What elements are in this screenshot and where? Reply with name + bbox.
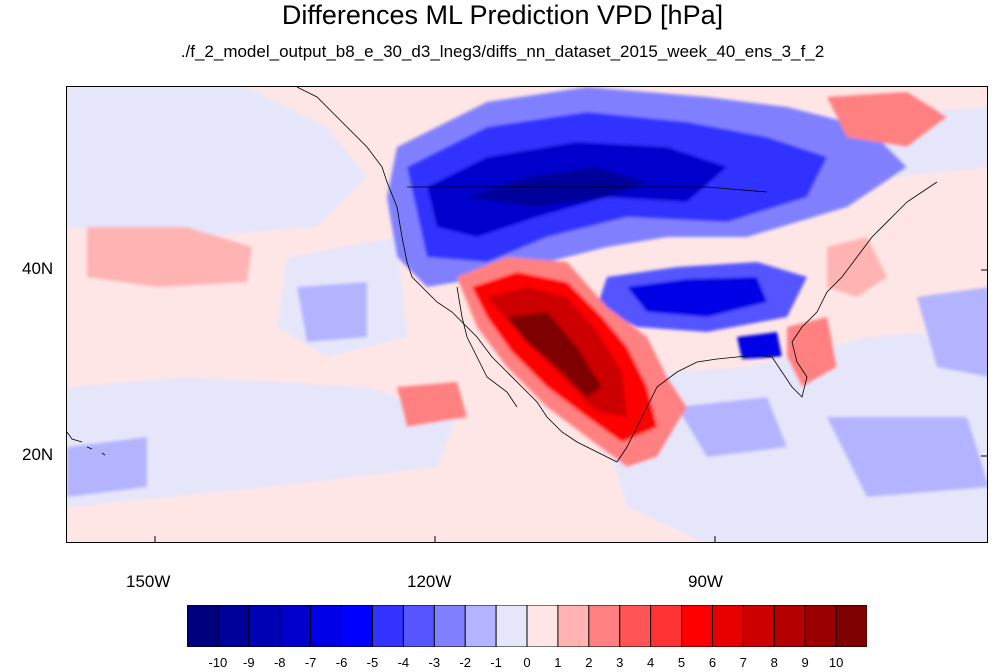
coastlines [67, 87, 938, 463]
colorbar-tick-label: 2 [585, 655, 593, 670]
field-patch-blue-pacific [297, 282, 367, 342]
field-patch-red-canada [827, 92, 947, 147]
colorbar-tick-label: -4 [397, 655, 410, 670]
colorbar-tick-label: -9 [243, 655, 255, 670]
colorbar-swatch [433, 605, 466, 647]
colorbar-tick-label: 5 [677, 655, 686, 670]
colorbar-swatch [773, 605, 806, 647]
field-patch-blue-hawaii [67, 437, 147, 497]
field-patch-light-blue-nw [67, 87, 367, 237]
field-patch-red-pacific [87, 227, 252, 287]
colorbar-swatch [711, 605, 745, 647]
field-patch-dark-blue-central [627, 277, 767, 317]
lon-tick-label: 90W [688, 572, 723, 591]
map-plot-area [66, 86, 988, 543]
colorbar-swatch [371, 605, 405, 647]
colorbar-swatch [279, 605, 312, 647]
colorbar-swatch [557, 605, 590, 647]
lon-tick-label: 120W [407, 572, 452, 591]
colorbar-tick-label: -1 [490, 655, 502, 670]
colorbar-swatch [650, 605, 683, 647]
colorbar-tick-label: -10 [208, 655, 228, 670]
colorbar-tick-label: 8 [770, 655, 778, 670]
colorbar-tick-label: -5 [366, 655, 379, 670]
colorbar-swatch [310, 605, 343, 647]
colorbar-tick-label: 10 [828, 655, 844, 670]
colorbar-tick-label: 3 [616, 655, 624, 670]
colorbar-tick-label: 4 [647, 655, 655, 670]
colorbar-swatch [804, 605, 837, 647]
field-patch-red-baja [397, 382, 467, 427]
colorbar-tick-label: -2 [459, 655, 471, 670]
colorbar [187, 605, 867, 647]
colorbar-swatch [742, 605, 775, 647]
colorbar-swatch [681, 605, 714, 647]
field-patch-blue-caribbean [827, 417, 987, 497]
colorbar-swatch [341, 605, 374, 647]
map-title: Differences ML Prediction VPD [hPa] [281, 0, 724, 30]
colorbar-swatch [402, 605, 435, 647]
colorbar-tick-label: 7 [739, 655, 747, 670]
colorbar-swatch [495, 605, 528, 647]
colorbar-swatch [248, 605, 281, 647]
field-patch-blue-atlantic [917, 287, 987, 377]
colorbar-swatch [835, 605, 867, 647]
field-patch-red-east-coast [827, 237, 887, 297]
colorbar-swatch [464, 605, 497, 647]
map-field-svg [67, 87, 987, 542]
colorbar-swatch [588, 605, 621, 647]
colorbar-tick-label: 9 [801, 655, 809, 670]
colorbar-tick-label: -7 [304, 655, 317, 670]
field-patch-blue-southeast [737, 332, 782, 359]
field-patch-light-blue-south-pacific [67, 377, 457, 507]
colorbar-tick-label: -6 [335, 655, 348, 670]
inner-ticks [154, 269, 987, 542]
lon-tick-label: 150W [126, 572, 171, 591]
colorbar-tick-label: -3 [428, 655, 441, 670]
colorbar-tick-label: -8 [273, 655, 286, 670]
lat-tick-label: 40N [22, 259, 54, 278]
lat-tick-label: 20N [22, 445, 54, 464]
colorbar-swatch [217, 605, 250, 647]
colorbar-swatch [187, 605, 219, 647]
colorbar-tick-label: 6 [708, 655, 717, 670]
field-patch-blue-gulf [677, 397, 787, 457]
colorbar-swatch [619, 605, 652, 647]
map-subtitle: ./f_2_model_output_b8_e_30_d3_lneg3/diff… [180, 42, 825, 61]
colorbar-swatch [526, 605, 559, 647]
difference-field [67, 87, 987, 542]
colorbar-tick-label: 1 [554, 655, 562, 670]
field-patch-red-florida [787, 317, 837, 387]
colorbar-tick-label: 0 [523, 655, 531, 670]
field-patch-darkest-red-sw [507, 312, 602, 397]
